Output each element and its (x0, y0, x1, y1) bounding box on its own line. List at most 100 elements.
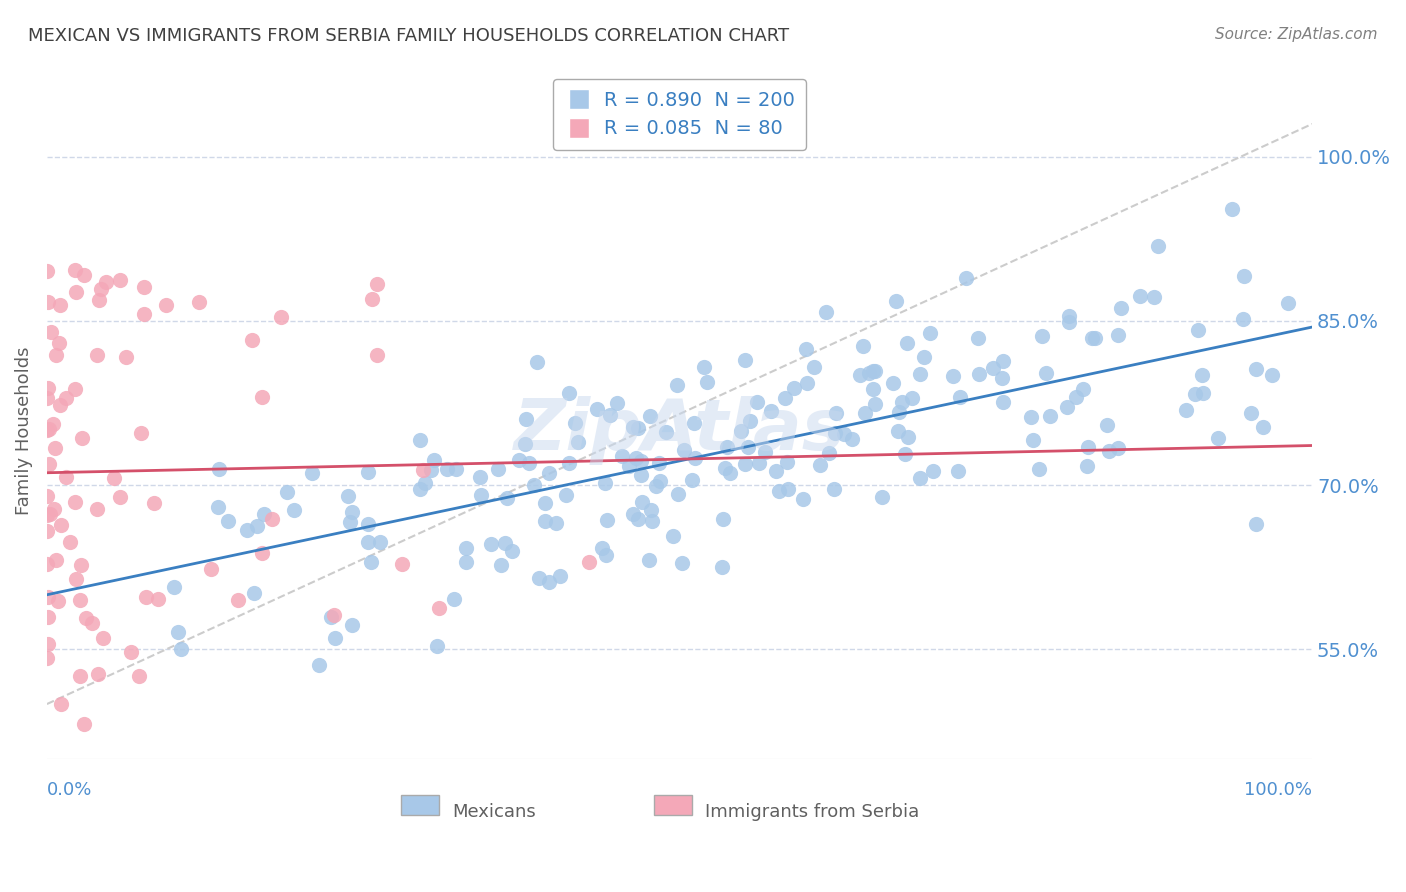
Legend: R = 0.890  N = 200, R = 0.085  N = 80: R = 0.890 N = 200, R = 0.085 N = 80 (553, 79, 806, 150)
Point (794, 342, 817, 356)
Point (1192, 385, 1215, 400)
Point (86, 347, 108, 361)
Point (627, 420, 650, 434)
Point (1261, 368, 1284, 382)
Point (1084, 331, 1107, 345)
Point (671, 556, 693, 570)
Point (666, 377, 689, 392)
Point (513, 437, 536, 451)
Point (86, 502, 108, 516)
Point (623, 508, 645, 522)
Point (1064, 391, 1087, 405)
Point (894, 447, 917, 461)
Point (1184, 387, 1206, 401)
Point (38, 457, 60, 471)
Point (73, 717, 96, 731)
Point (775, 391, 797, 405)
Point (815, 305, 838, 319)
Point (955, 270, 977, 285)
Point (586, 401, 609, 416)
Point (37, 264, 59, 278)
Point (533, 514, 555, 528)
Point (1233, 269, 1256, 284)
Point (630, 467, 652, 482)
Point (949, 390, 972, 404)
Point (143, 496, 166, 510)
Point (75, 610, 97, 624)
Point (808, 458, 831, 472)
Point (35, 489, 58, 503)
Point (496, 491, 519, 505)
Point (65, 285, 87, 299)
Point (946, 465, 969, 479)
Point (103, 471, 125, 485)
Point (340, 505, 363, 519)
Point (486, 462, 509, 476)
Point (413, 475, 436, 490)
Point (841, 432, 863, 446)
Point (508, 453, 530, 467)
Point (538, 574, 561, 589)
Point (170, 642, 193, 657)
Point (48, 298, 70, 312)
Point (37, 392, 59, 406)
Point (1277, 296, 1299, 310)
Point (578, 555, 600, 569)
Point (409, 482, 432, 496)
Point (468, 469, 491, 483)
Point (495, 536, 517, 550)
Point (276, 484, 298, 499)
Point (641, 514, 664, 528)
Point (630, 494, 652, 508)
Point (1076, 458, 1098, 473)
Point (1109, 301, 1132, 316)
Point (896, 335, 918, 350)
Point (323, 607, 346, 622)
Point (817, 445, 839, 459)
Point (683, 416, 706, 430)
Point (648, 474, 671, 488)
Point (644, 479, 666, 493)
Point (72, 431, 94, 445)
Point (42, 502, 65, 516)
Point (754, 444, 776, 458)
Point (849, 368, 872, 383)
Point (368, 535, 391, 549)
Point (444, 462, 467, 476)
Point (39, 325, 62, 339)
Point (648, 456, 671, 470)
Point (1129, 288, 1152, 302)
Point (1191, 368, 1213, 382)
Point (567, 434, 589, 449)
Point (37, 381, 59, 395)
Point (301, 467, 323, 481)
FancyBboxPatch shape (654, 795, 692, 814)
Point (188, 294, 211, 309)
Point (991, 395, 1014, 409)
Point (155, 298, 177, 312)
Point (270, 310, 292, 325)
Point (357, 534, 380, 549)
Text: 0.0%: 0.0% (46, 780, 93, 798)
Point (73, 268, 96, 282)
Point (638, 409, 661, 423)
Point (436, 462, 458, 476)
Point (599, 408, 621, 422)
Text: MEXICAN VS IMMIGRANTS FROM SERBIA FAMILY HOUSEHOLDS CORRELATION CHART: MEXICAN VS IMMIGRANTS FROM SERBIA FAMILY… (28, 27, 789, 45)
Point (44, 441, 66, 455)
Point (696, 375, 718, 389)
Point (776, 483, 799, 497)
Point (1035, 367, 1057, 381)
Point (740, 414, 762, 428)
Point (666, 487, 689, 501)
Point (342, 618, 364, 632)
Point (208, 461, 231, 475)
Point (638, 553, 661, 567)
Point (1220, 202, 1243, 217)
Point (630, 453, 652, 467)
Point (38, 508, 60, 522)
Point (70, 558, 93, 573)
Point (661, 529, 683, 543)
Y-axis label: Family Households: Family Households (15, 346, 32, 515)
Point (207, 500, 229, 515)
